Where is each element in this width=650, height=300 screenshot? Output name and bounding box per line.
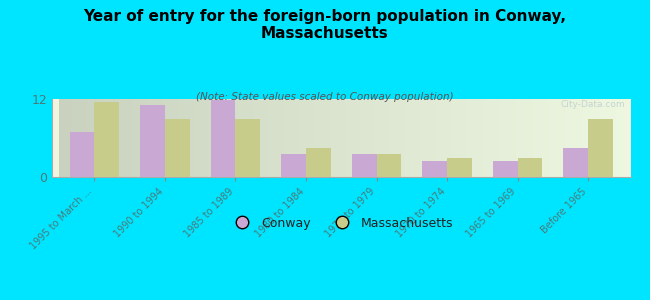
- Bar: [165, 118, 190, 177]
- Text: City-Data.com: City-Data.com: [560, 100, 625, 109]
- Bar: [281, 154, 306, 177]
- Text: Year of entry for the foreign-born population in Conway,
Massachusetts: Year of entry for the foreign-born popul…: [83, 9, 567, 41]
- Bar: [235, 118, 260, 177]
- Bar: [376, 154, 401, 177]
- Bar: [588, 118, 613, 177]
- Bar: [422, 161, 447, 177]
- Bar: [447, 158, 472, 177]
- Bar: [94, 102, 119, 177]
- Bar: [211, 100, 235, 177]
- Bar: [306, 148, 331, 177]
- Bar: [564, 148, 588, 177]
- Bar: [140, 106, 165, 177]
- Bar: [352, 154, 376, 177]
- Text: (Note: State values scaled to Conway population): (Note: State values scaled to Conway pop…: [196, 92, 454, 101]
- Legend: Conway, Massachusetts: Conway, Massachusetts: [224, 212, 458, 235]
- Bar: [70, 131, 94, 177]
- Bar: [493, 161, 517, 177]
- Bar: [517, 158, 542, 177]
